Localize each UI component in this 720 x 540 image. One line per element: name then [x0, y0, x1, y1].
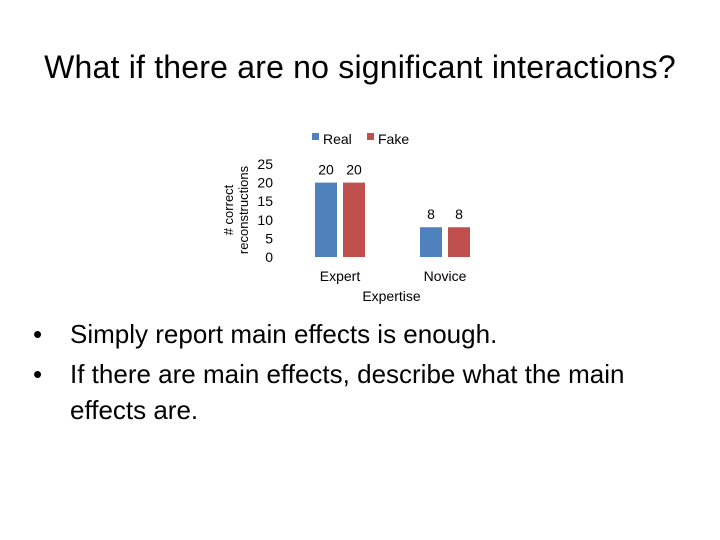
legend-swatch: [367, 133, 374, 140]
legend-label: Real: [323, 131, 352, 147]
bar: [343, 182, 365, 257]
data-label: 8: [455, 206, 463, 222]
x-tick-label: Expert: [320, 268, 361, 284]
y-tick-label: 5: [265, 230, 273, 246]
bar-chart: Real Fake 25 20 15 10 5 0 # correctreconstructio…: [221, 131, 470, 304]
bullet-icon: •: [33, 359, 43, 389]
data-label: 20: [346, 162, 362, 178]
bar: [315, 182, 337, 257]
legend-swatch: [312, 133, 319, 140]
slide-title: What if there are no significant interac…: [44, 49, 676, 85]
bullet-item: • Simply report main effects is enough.: [30, 316, 690, 352]
y-axis-title: # correctreconstructions: [221, 165, 251, 254]
bar: [448, 227, 470, 257]
bullet-text: If there are main effects, describe what…: [70, 359, 625, 425]
y-tick-label: 25: [257, 156, 273, 172]
x-tick-label: Novice: [424, 268, 467, 284]
bar: [420, 227, 442, 257]
y-tick-label: 0: [265, 249, 273, 265]
x-axis-title: Expertise: [362, 288, 421, 304]
bullet-text: Simply report main effects is enough.: [70, 319, 498, 349]
bullet-icon: •: [33, 319, 43, 349]
legend-label: Fake: [378, 131, 409, 147]
data-label: 20: [318, 162, 334, 178]
y-tick-label: 10: [257, 212, 273, 228]
y-tick-label: 15: [257, 193, 273, 209]
bullet-list: • Simply report main effects is enough. …: [30, 316, 690, 432]
y-tick-label: 20: [257, 175, 273, 191]
data-label: 8: [427, 206, 435, 222]
bullet-item: • If there are main effects, describe wh…: [30, 356, 690, 428]
